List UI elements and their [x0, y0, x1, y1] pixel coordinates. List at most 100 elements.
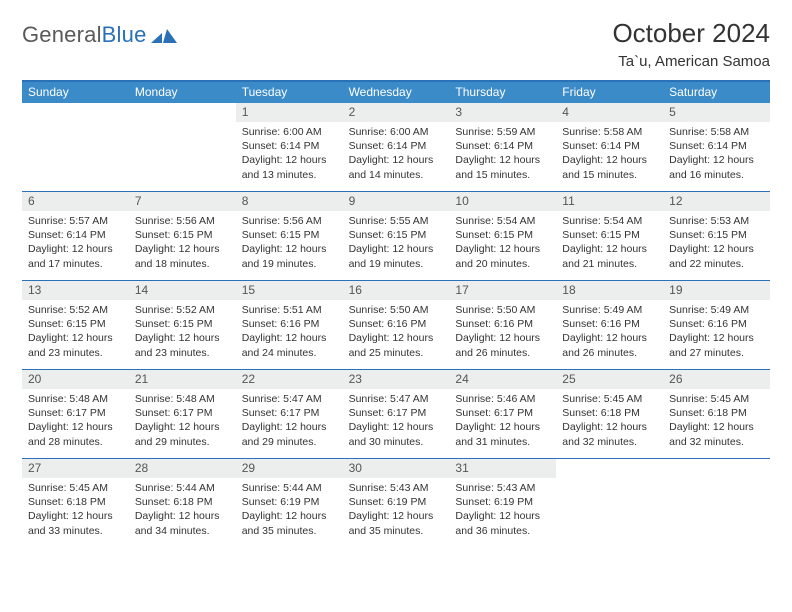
calendar-cell: 27Sunrise: 5:45 AMSunset: 6:18 PMDayligh…	[22, 459, 129, 547]
day-number: 2	[343, 103, 450, 122]
sunrise-line: Sunrise: 5:44 AM	[242, 481, 337, 495]
sunset-line: Sunset: 6:14 PM	[669, 139, 764, 153]
daylight-line: Daylight: 12 hours and 14 minutes.	[349, 153, 444, 181]
day-number: 26	[663, 370, 770, 389]
day-number: 30	[343, 459, 450, 478]
sunrise-line: Sunrise: 5:54 AM	[455, 214, 550, 228]
calendar-cell: 3Sunrise: 5:59 AMSunset: 6:14 PMDaylight…	[449, 103, 556, 191]
sunrise-line: Sunrise: 5:46 AM	[455, 392, 550, 406]
calendar-cell: ..	[129, 103, 236, 191]
day-info: Sunrise: 5:45 AMSunset: 6:18 PMDaylight:…	[663, 389, 770, 453]
sunrise-line: Sunrise: 5:45 AM	[28, 481, 123, 495]
daylight-line: Daylight: 12 hours and 25 minutes.	[349, 331, 444, 359]
dayname-row: Sunday Monday Tuesday Wednesday Thursday…	[22, 82, 770, 103]
sunrise-line: Sunrise: 5:50 AM	[455, 303, 550, 317]
day-info: Sunrise: 5:56 AMSunset: 6:15 PMDaylight:…	[236, 211, 343, 275]
daylight-line: Daylight: 12 hours and 16 minutes.	[669, 153, 764, 181]
daylight-line: Daylight: 12 hours and 15 minutes.	[562, 153, 657, 181]
sunrise-line: Sunrise: 5:48 AM	[28, 392, 123, 406]
sunrise-line: Sunrise: 5:55 AM	[349, 214, 444, 228]
calendar-cell: 19Sunrise: 5:49 AMSunset: 6:16 PMDayligh…	[663, 281, 770, 369]
calendar-cell: 11Sunrise: 5:54 AMSunset: 6:15 PMDayligh…	[556, 192, 663, 280]
calendar-cell: 16Sunrise: 5:50 AMSunset: 6:16 PMDayligh…	[343, 281, 450, 369]
daylight-line: Daylight: 12 hours and 29 minutes.	[135, 420, 230, 448]
sunrise-line: Sunrise: 5:44 AM	[135, 481, 230, 495]
sunset-line: Sunset: 6:15 PM	[135, 228, 230, 242]
sunrise-line: Sunrise: 5:50 AM	[349, 303, 444, 317]
day-number: 6	[22, 192, 129, 211]
day-number: 13	[22, 281, 129, 300]
calendar-cell: 12Sunrise: 5:53 AMSunset: 6:15 PMDayligh…	[663, 192, 770, 280]
daylight-line: Daylight: 12 hours and 27 minutes.	[669, 331, 764, 359]
day-info: Sunrise: 5:54 AMSunset: 6:15 PMDaylight:…	[556, 211, 663, 275]
calendar-cell: 18Sunrise: 5:49 AMSunset: 6:16 PMDayligh…	[556, 281, 663, 369]
daylight-line: Daylight: 12 hours and 36 minutes.	[455, 509, 550, 537]
daylight-line: Daylight: 12 hours and 35 minutes.	[349, 509, 444, 537]
day-number: 24	[449, 370, 556, 389]
brand-name-gray: General	[22, 22, 102, 47]
calendar-week: 27Sunrise: 5:45 AMSunset: 6:18 PMDayligh…	[22, 458, 770, 547]
day-number: 8	[236, 192, 343, 211]
calendar-cell: 9Sunrise: 5:55 AMSunset: 6:15 PMDaylight…	[343, 192, 450, 280]
sunrise-line: Sunrise: 5:43 AM	[455, 481, 550, 495]
day-number: 22	[236, 370, 343, 389]
daylight-line: Daylight: 12 hours and 31 minutes.	[455, 420, 550, 448]
sunset-line: Sunset: 6:16 PM	[242, 317, 337, 331]
day-info: Sunrise: 5:48 AMSunset: 6:17 PMDaylight:…	[129, 389, 236, 453]
month-title: October 2024	[612, 18, 770, 49]
calendar-cell: ..	[22, 103, 129, 191]
sunset-line: Sunset: 6:19 PM	[242, 495, 337, 509]
daylight-line: Daylight: 12 hours and 32 minutes.	[562, 420, 657, 448]
day-info: Sunrise: 5:45 AMSunset: 6:18 PMDaylight:…	[556, 389, 663, 453]
sunrise-line: Sunrise: 5:59 AM	[455, 125, 550, 139]
calendar-cell: 22Sunrise: 5:47 AMSunset: 6:17 PMDayligh…	[236, 370, 343, 458]
day-info: Sunrise: 5:50 AMSunset: 6:16 PMDaylight:…	[449, 300, 556, 364]
calendar-cell: 20Sunrise: 5:48 AMSunset: 6:17 PMDayligh…	[22, 370, 129, 458]
calendar-week: 6Sunrise: 5:57 AMSunset: 6:14 PMDaylight…	[22, 191, 770, 280]
sunset-line: Sunset: 6:18 PM	[28, 495, 123, 509]
daylight-line: Daylight: 12 hours and 22 minutes.	[669, 242, 764, 270]
location: Ta`u, American Samoa	[612, 53, 770, 70]
brand-logo: GeneralBlue	[22, 22, 177, 48]
calendar-cell: 2Sunrise: 6:00 AMSunset: 6:14 PMDaylight…	[343, 103, 450, 191]
calendar-cell: 28Sunrise: 5:44 AMSunset: 6:18 PMDayligh…	[129, 459, 236, 547]
daylight-line: Daylight: 12 hours and 26 minutes.	[562, 331, 657, 359]
sunset-line: Sunset: 6:17 PM	[349, 406, 444, 420]
sunrise-line: Sunrise: 5:49 AM	[669, 303, 764, 317]
day-number: 27	[22, 459, 129, 478]
title-block: October 2024 Ta`u, American Samoa	[612, 18, 770, 70]
daylight-line: Daylight: 12 hours and 15 minutes.	[455, 153, 550, 181]
day-number: 16	[343, 281, 450, 300]
sunrise-line: Sunrise: 5:54 AM	[562, 214, 657, 228]
calendar-week: ....1Sunrise: 6:00 AMSunset: 6:14 PMDayl…	[22, 103, 770, 191]
calendar-cell: 5Sunrise: 5:58 AMSunset: 6:14 PMDaylight…	[663, 103, 770, 191]
daylight-line: Daylight: 12 hours and 20 minutes.	[455, 242, 550, 270]
header: GeneralBlue October 2024 Ta`u, American …	[22, 18, 770, 70]
brand-name: GeneralBlue	[22, 22, 147, 48]
calendar-cell: 17Sunrise: 5:50 AMSunset: 6:16 PMDayligh…	[449, 281, 556, 369]
calendar-cell: 4Sunrise: 5:58 AMSunset: 6:14 PMDaylight…	[556, 103, 663, 191]
dayname: Monday	[129, 82, 236, 103]
day-number: 12	[663, 192, 770, 211]
day-info: Sunrise: 5:58 AMSunset: 6:14 PMDaylight:…	[663, 122, 770, 186]
day-number: 20	[22, 370, 129, 389]
calendar-week: 20Sunrise: 5:48 AMSunset: 6:17 PMDayligh…	[22, 369, 770, 458]
day-info: Sunrise: 5:53 AMSunset: 6:15 PMDaylight:…	[663, 211, 770, 275]
sunset-line: Sunset: 6:18 PM	[135, 495, 230, 509]
calendar-cell: 29Sunrise: 5:44 AMSunset: 6:19 PMDayligh…	[236, 459, 343, 547]
day-number: 3	[449, 103, 556, 122]
sunrise-line: Sunrise: 5:47 AM	[349, 392, 444, 406]
calendar: Sunday Monday Tuesday Wednesday Thursday…	[22, 80, 770, 547]
day-info: Sunrise: 5:43 AMSunset: 6:19 PMDaylight:…	[449, 478, 556, 542]
sunrise-line: Sunrise: 5:57 AM	[28, 214, 123, 228]
sunrise-line: Sunrise: 6:00 AM	[242, 125, 337, 139]
sunrise-line: Sunrise: 5:53 AM	[669, 214, 764, 228]
calendar-cell: 1Sunrise: 6:00 AMSunset: 6:14 PMDaylight…	[236, 103, 343, 191]
sunrise-line: Sunrise: 5:45 AM	[669, 392, 764, 406]
sunrise-line: Sunrise: 5:51 AM	[242, 303, 337, 317]
day-number: 5	[663, 103, 770, 122]
day-info: Sunrise: 5:52 AMSunset: 6:15 PMDaylight:…	[22, 300, 129, 364]
sunset-line: Sunset: 6:15 PM	[349, 228, 444, 242]
day-info: Sunrise: 5:57 AMSunset: 6:14 PMDaylight:…	[22, 211, 129, 275]
sunrise-line: Sunrise: 5:56 AM	[135, 214, 230, 228]
